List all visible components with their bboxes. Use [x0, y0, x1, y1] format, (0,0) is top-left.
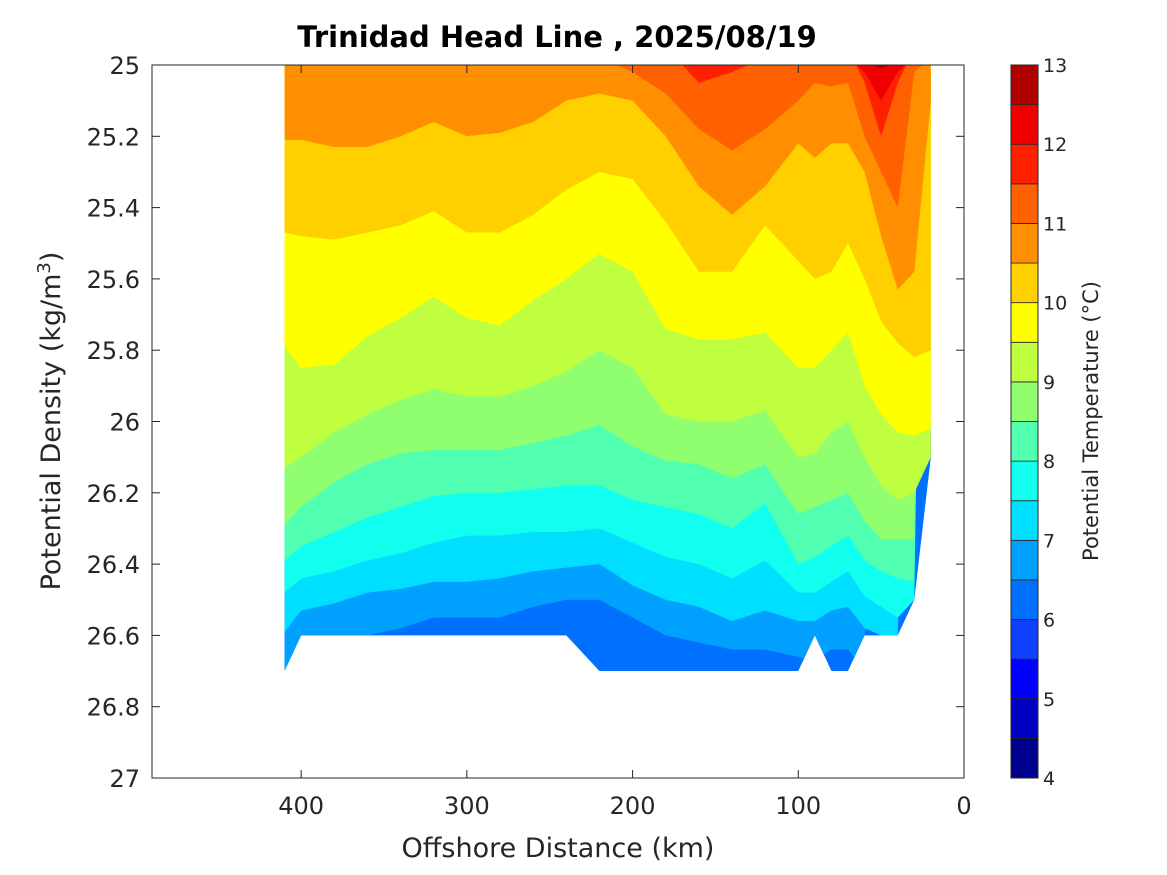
- colorbar-tick-label: 12: [1043, 134, 1067, 156]
- y-axis-ticks: 25 25.2 25.4 25.6 25.8 26 26.2 26.4 26.6 26.8 27: [87, 52, 964, 793]
- colorbar-segment: [1010, 64, 1039, 106]
- colorbar-segment: [1010, 658, 1039, 700]
- x-tick-label: 100: [775, 792, 821, 820]
- colorbar-segment: [1010, 183, 1039, 224]
- y-tick-label: 27: [109, 765, 140, 793]
- colorbar-segment: [1010, 698, 1039, 739]
- contour-band-11.5-0: [682, 65, 749, 83]
- y-tick-label: 26: [109, 409, 140, 437]
- y-tick-label: 26.2: [87, 480, 140, 508]
- x-tick-label: 0: [956, 792, 971, 820]
- y-axis-label-suffix: ): [36, 252, 67, 263]
- colorbar-tick-label: 4: [1043, 768, 1055, 790]
- colorbar-tick-label: 7: [1043, 530, 1055, 552]
- colorbar-segment: [1010, 143, 1039, 185]
- colorbar: 4 5 6 7 8 9 10 11 12 13: [1010, 55, 1067, 790]
- colorbar-segment: [1010, 302, 1039, 343]
- y-axis-label: Potential Density (kg/m3): [34, 252, 67, 591]
- colorbar-segment: [1010, 460, 1039, 502]
- y-tick-label: 26.4: [87, 551, 140, 579]
- colorbar-tick-label: 8: [1043, 451, 1055, 473]
- y-tick-label: 25.6: [87, 266, 140, 294]
- contour-band-12.5: [872, 65, 890, 69]
- x-tick-label: 400: [278, 792, 324, 820]
- x-axis-label: Offshore Distance (km): [402, 833, 715, 864]
- colorbar-tick-label: 10: [1043, 293, 1067, 315]
- y-tick-label: 25.8: [87, 337, 140, 365]
- colorbar-segment: [1010, 500, 1039, 541]
- x-tick-label: 200: [610, 792, 656, 820]
- plot-area: [284, 65, 931, 672]
- y-axis-label-superscript: 3: [34, 262, 55, 273]
- colorbar-segment: [1010, 381, 1039, 422]
- colorbar-segment: [1010, 223, 1039, 264]
- colorbar-segment: [1010, 341, 1039, 383]
- colorbar-segment: [1010, 421, 1039, 462]
- y-tick-label: 25: [109, 52, 140, 80]
- y-tick-label: 26.6: [87, 622, 140, 650]
- colorbar-frame: [1010, 64, 1039, 779]
- contour-fills: [284, 65, 931, 672]
- colorbar-tick-label: 13: [1043, 55, 1067, 77]
- contour-band-11.5-1: [856, 65, 906, 137]
- colorbar-tick-label: 11: [1043, 213, 1067, 235]
- y-axis-label-main: Potential Density (kg/m: [36, 274, 67, 591]
- chart-title: Trinidad Head Line , 2025/08/19: [297, 20, 817, 54]
- y-tick-label: 25.4: [87, 195, 140, 223]
- x-axis-ticks: 400 300 200 100 0: [278, 65, 972, 820]
- colorbar-segment: [1010, 579, 1039, 620]
- contour-band-12: [856, 65, 906, 101]
- colorbar-tick-label: 6: [1043, 610, 1055, 632]
- colorbar-tick-label: 5: [1043, 689, 1055, 711]
- x-tick-label: 300: [444, 792, 490, 820]
- colorbar-segment: [1010, 104, 1039, 145]
- y-tick-label: 26.8: [87, 694, 140, 722]
- colorbar-segment: [1010, 262, 1039, 304]
- colorbar-tick-label: 9: [1043, 372, 1055, 394]
- colorbar-label: Potential Temperature (°C): [1079, 281, 1103, 561]
- y-tick-label: 25.2: [87, 123, 140, 151]
- colorbar-segment: [1010, 619, 1039, 660]
- contour-band-11: [616, 65, 923, 208]
- colorbar-segment: [1010, 539, 1039, 581]
- colorbar-segment: [1010, 737, 1039, 779]
